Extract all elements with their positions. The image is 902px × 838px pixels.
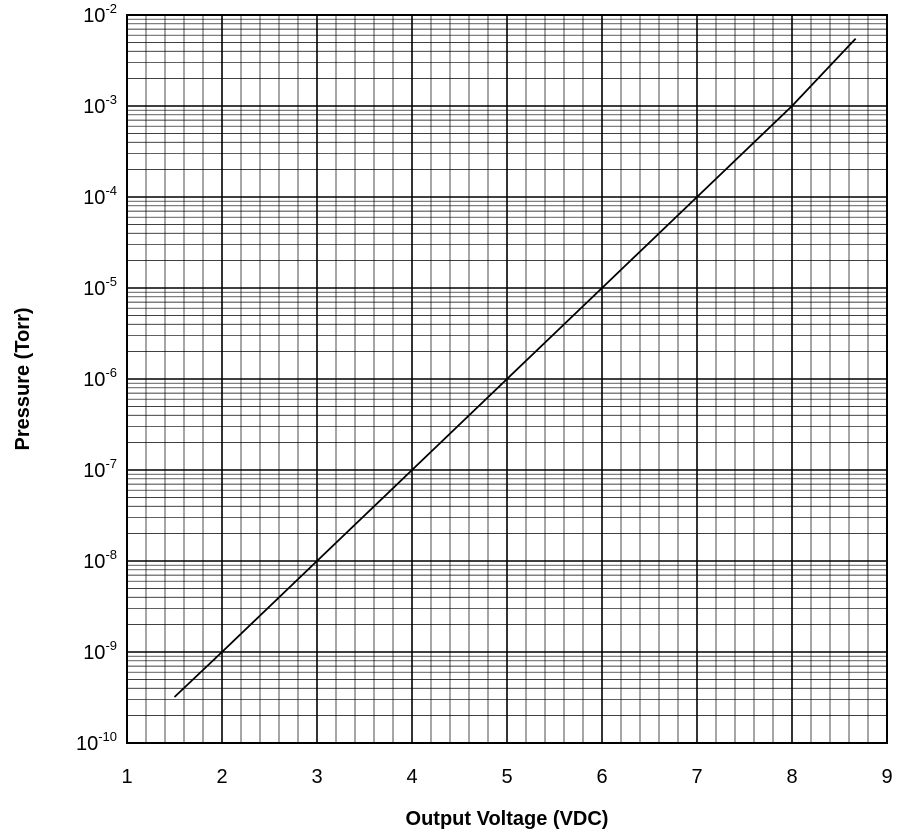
y-tick-label: 10-9 [83, 638, 117, 664]
y-tick-label: 10-2 [83, 1, 117, 27]
y-tick-label: 10-7 [83, 456, 117, 482]
y-tick-label: 10-10 [76, 729, 117, 755]
x-tick-label: 4 [406, 766, 417, 788]
x-tick-label: 5 [501, 766, 512, 788]
x-tick-label: 9 [881, 766, 892, 788]
plot-frame [126, 14, 888, 744]
x-tick-label: 7 [691, 766, 702, 788]
x-tick-label: 6 [596, 766, 607, 788]
y-tick-label: 10-5 [83, 274, 117, 300]
x-tick-label: 1 [121, 766, 132, 788]
y-tick-label: 10-3 [83, 92, 117, 118]
series-line [173, 38, 857, 698]
x-axis-title: Output Voltage (VDC) [406, 808, 609, 830]
y-tick-label: 10-8 [83, 547, 117, 573]
x-tick-label: 8 [786, 766, 797, 788]
x-tick-label: 2 [216, 766, 227, 788]
y-tick-labels: 10-10 10-9 10-8 10-7 10-6 10-5 10-4 10-3 10-2 [76, 1, 117, 755]
y-tick-label: 10-4 [83, 183, 117, 209]
y-axis-title: Pressure (Torr) [12, 307, 34, 450]
x-tick-labels: 1 2 3 4 5 6 7 8 9 [121, 766, 892, 788]
y-tick-label: 10-6 [83, 365, 117, 391]
series-layer [173, 38, 857, 698]
x-tick-label: 3 [311, 766, 322, 788]
